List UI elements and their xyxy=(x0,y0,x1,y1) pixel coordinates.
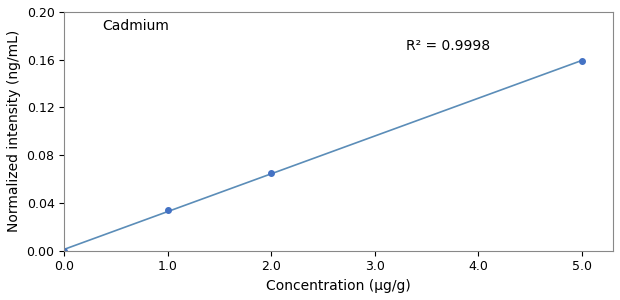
Point xyxy=(577,58,587,63)
Y-axis label: Normalized intensity (ng/mL): Normalized intensity (ng/mL) xyxy=(7,30,21,233)
Text: Cadmium: Cadmium xyxy=(103,19,169,33)
Point xyxy=(267,171,277,176)
Point xyxy=(60,248,69,253)
Text: R² = 0.9998: R² = 0.9998 xyxy=(406,39,490,53)
X-axis label: Concentration (µg/g): Concentration (µg/g) xyxy=(266,279,411,293)
Point xyxy=(163,208,173,213)
